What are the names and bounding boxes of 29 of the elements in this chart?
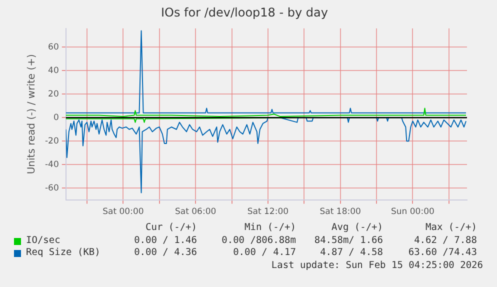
y-axis-title: Units read (-) / write (+) <box>26 54 38 174</box>
y-tick-label: 40 <box>48 66 59 76</box>
legend-label: Req Size (KB) <box>26 247 100 258</box>
text: Cur (-/+) <box>146 222 197 233</box>
x-tick-label: Sat 06:00 <box>174 207 216 218</box>
y-tick-label: -40 <box>44 160 59 170</box>
text: 4.62 / 7.88 <box>414 235 477 246</box>
legend-label: IO/sec <box>26 235 60 246</box>
text: Min (-/+) <box>244 222 296 233</box>
x-tick-label: Sat 18:00 <box>320 207 361 218</box>
text: 4.87 / 4.58 <box>320 247 383 258</box>
text: 0.00 /806.88m <box>222 235 296 246</box>
y-tick-label: -60 <box>44 183 59 194</box>
y-tick-label: 0 <box>53 112 59 123</box>
x-tick-label: Sun 00:00 <box>391 207 434 218</box>
y-tick-label: 60 <box>48 42 59 52</box>
text: Max (-/+) <box>426 222 477 233</box>
text: Last update: Sun Feb 15 04:25:00 2026 <box>271 260 483 271</box>
x-tick-label: Sat 00:00 <box>102 207 144 218</box>
chart-title: IOs for /dev/loop18 - by day <box>160 5 328 20</box>
y-tick-label: -20 <box>44 136 59 146</box>
text: 0.00 / 4.17 <box>233 247 296 258</box>
text: 0.00 / 4.36 <box>134 247 197 258</box>
y-tick-label: 20 <box>48 89 59 100</box>
text: Avg (-/+) <box>332 222 383 233</box>
x-tick-label: Sat 12:00 <box>247 207 289 218</box>
text: 84.58m/ 1.66 <box>314 235 383 246</box>
text: 63.60 /74.43 <box>408 247 477 258</box>
text: 0.00 / 1.46 <box>134 235 197 246</box>
